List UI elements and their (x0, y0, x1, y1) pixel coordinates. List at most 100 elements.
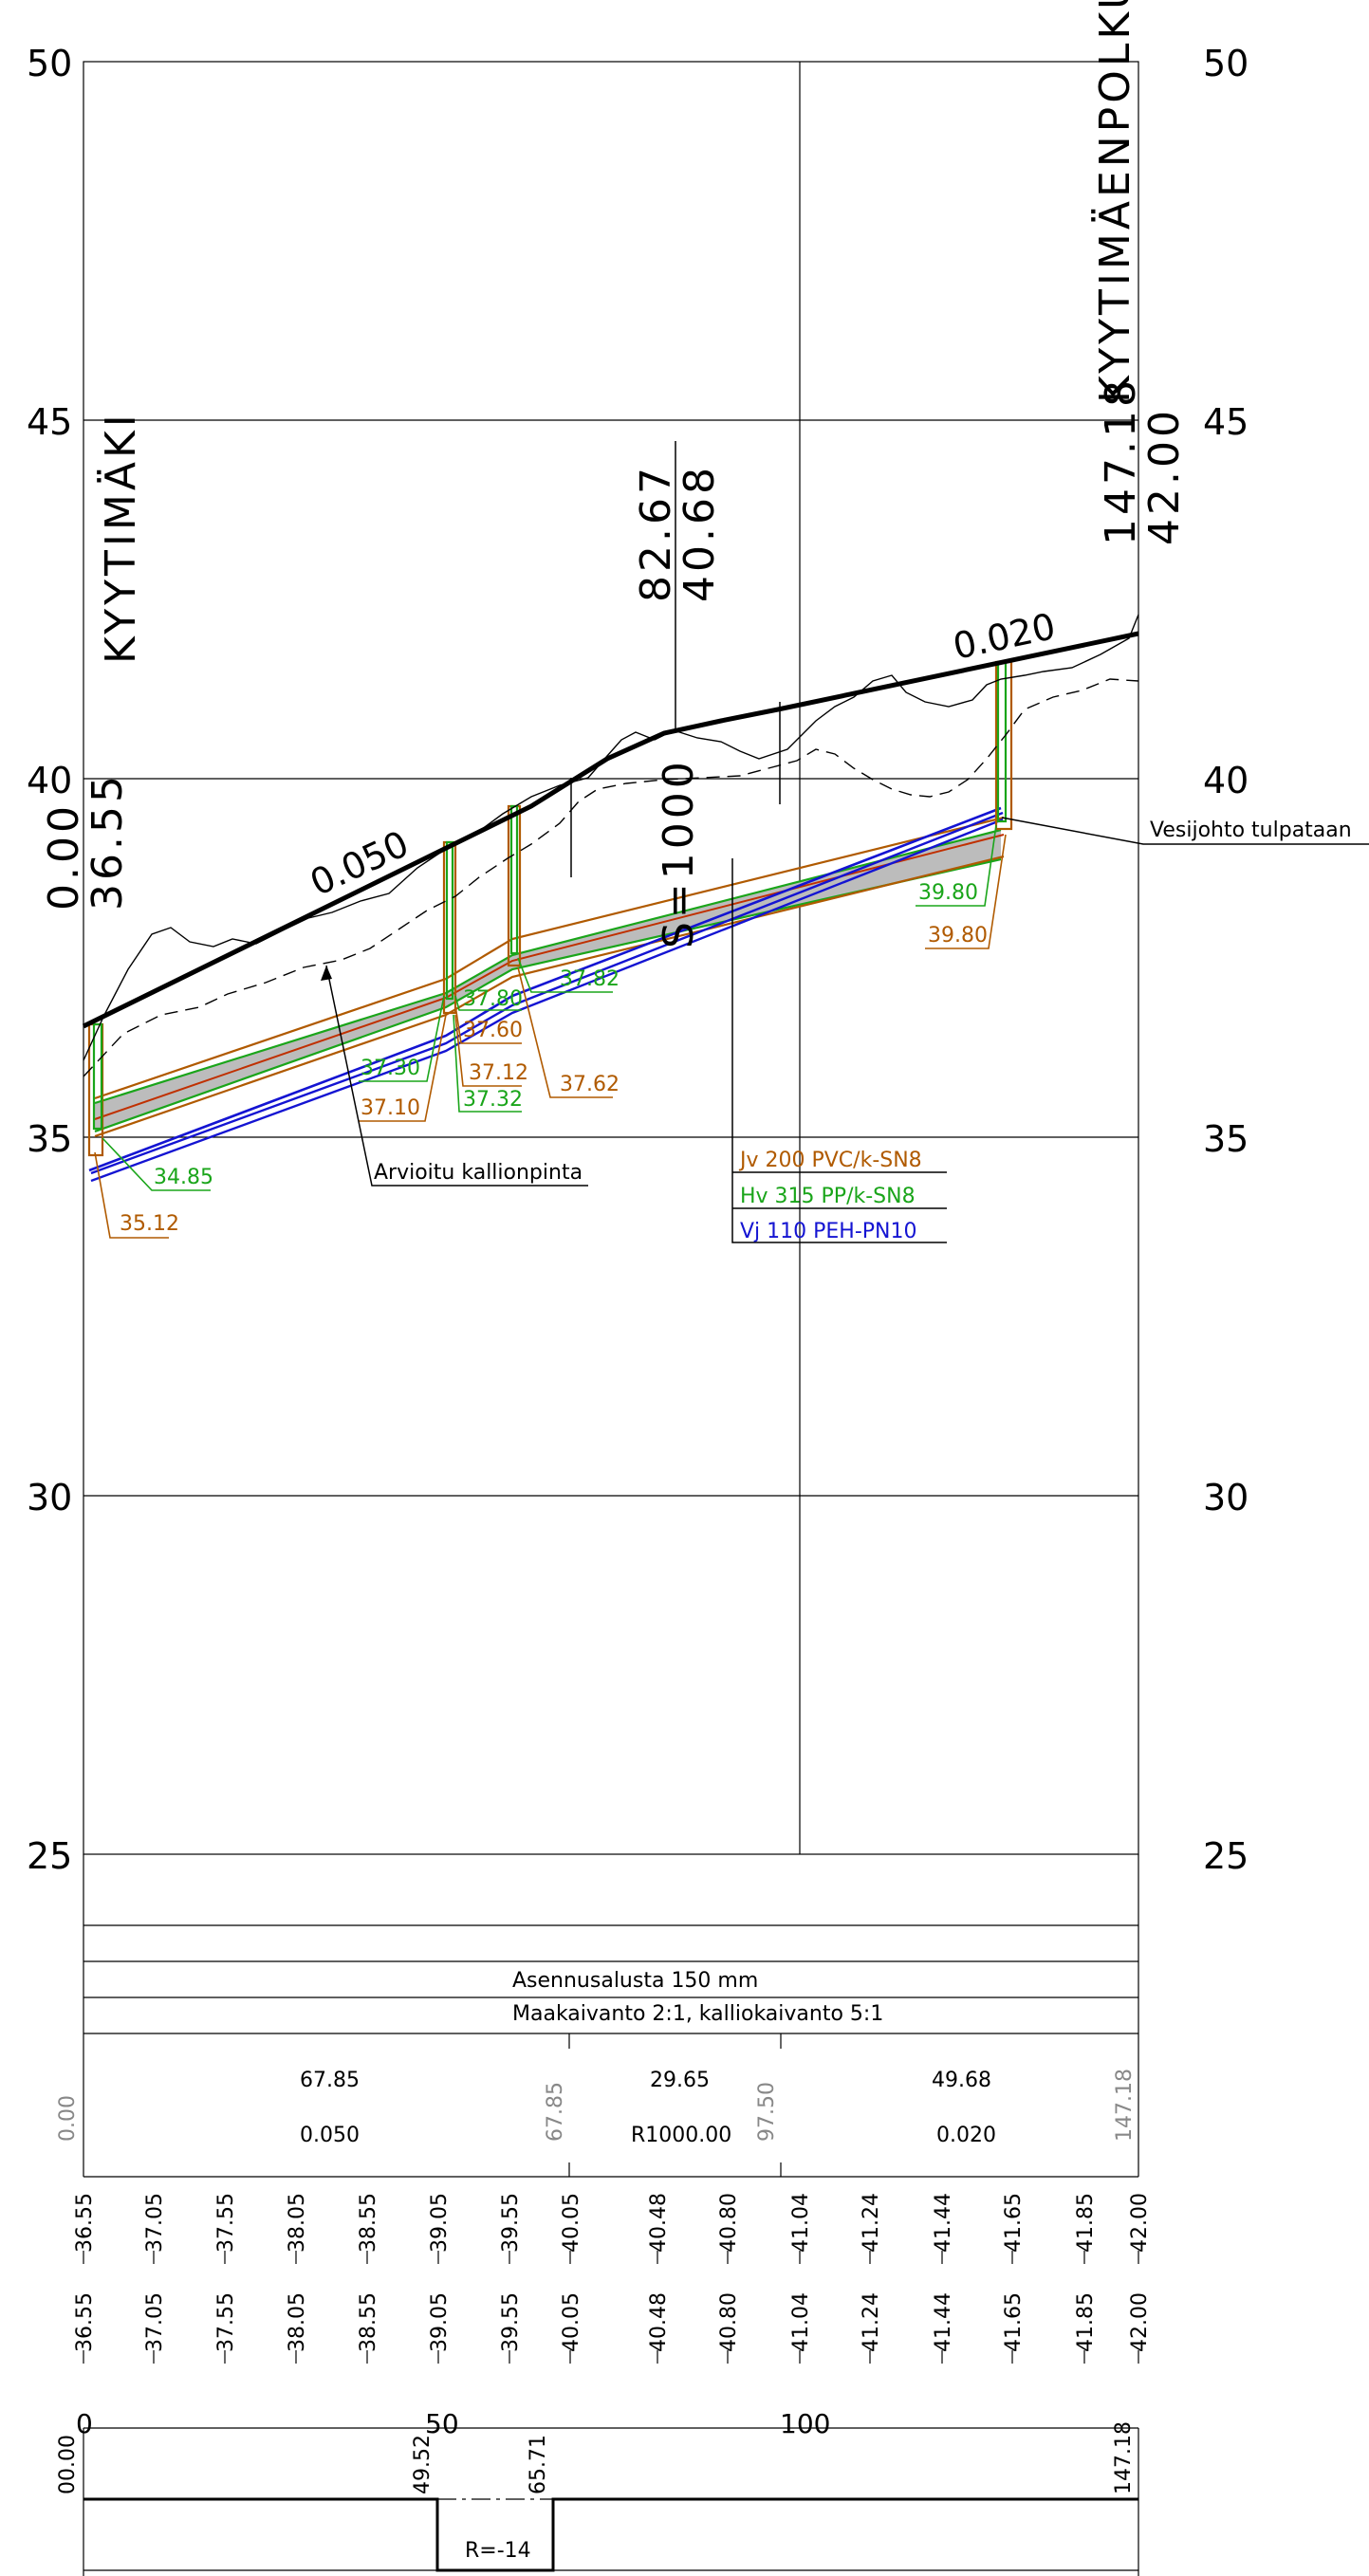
rock-arrow-head (321, 966, 332, 981)
start-level: 36.55 (83, 772, 132, 911)
level-mid1-green-c: 37.32 (463, 1088, 523, 1112)
elevation-axis: 50 45 40 35 30 25 50 45 40 35 30 25 (27, 43, 1249, 1877)
level-row2-14: 41.85 (1074, 2292, 1098, 2352)
level-row2-3: 38.05 (286, 2292, 309, 2352)
level-row2-13: 41.65 (1002, 2292, 1026, 2352)
jv-pipe-center (94, 834, 1005, 1120)
segment-3-length: 49.68 (932, 2069, 991, 2092)
level-row2-8: 40.48 (647, 2292, 671, 2352)
start-station: 0.00 (40, 802, 88, 911)
mark-1: 67.85 (544, 2082, 567, 2142)
mark-0: 0.00 (56, 2095, 80, 2142)
elev-label-35-right: 35 (1203, 1118, 1249, 1160)
elev-label-35-left: 35 (27, 1118, 72, 1160)
riser-end-green (996, 660, 1008, 823)
breakpoint-radius: S=1000 (655, 758, 703, 948)
level-row2-1: 37.05 (143, 2292, 167, 2352)
elev-label-45-right: 45 (1203, 401, 1249, 443)
elev-label-50-right: 50 (1203, 43, 1249, 84)
breakpoint-level: 40.68 (675, 464, 724, 602)
segment-1-grade: 0.050 (300, 2124, 360, 2147)
level-mid1-green-b: 37.80 (463, 987, 523, 1011)
level-row1-4: 38.55 (357, 2193, 380, 2253)
level-row2-10: 41.04 (789, 2292, 813, 2352)
end-station: 147.18 (1097, 377, 1145, 545)
curv-mark-2: 65.71 (527, 2435, 550, 2494)
level-row2-9: 40.80 (717, 2292, 741, 2352)
elev-label-30-right: 30 (1203, 1477, 1249, 1518)
annotation-water-end: Vesijohto tulpataan (1150, 819, 1352, 842)
hv-pipe-fill (95, 830, 1001, 1132)
level-start-green: 34.85 (154, 1166, 213, 1189)
level-mid1-green-a: 37.30 (361, 1057, 420, 1080)
elev-label-30-left: 30 (27, 1477, 72, 1518)
legend-vj: Vj 110 PEH-PN10 (740, 1220, 917, 1243)
vj-pipe-upper (88, 806, 1002, 1172)
level-row2-11: 41.24 (860, 2292, 883, 2352)
level-row1-14: 41.85 (1074, 2193, 1098, 2253)
level-row1-2: 37.55 (214, 2193, 238, 2253)
level-mid2-brown: 37.62 (560, 1073, 620, 1096)
vj-pipe-top (91, 809, 1001, 1170)
level-mid2-green: 37.82 (560, 967, 620, 991)
breakpoint-station: 82.67 (632, 464, 680, 602)
level-leaders (94, 824, 1007, 1239)
mark-3: 147.18 (1113, 2069, 1137, 2142)
segment-2-length: 29.65 (650, 2069, 710, 2092)
curv-mark-3: 147.18 (1112, 2421, 1136, 2494)
level-row2-0: 36.55 (73, 2292, 97, 2352)
level-mid1-brown-c: 37.12 (469, 1061, 528, 1085)
level-row1-7: 40.05 (560, 2193, 583, 2253)
hv-pipe-top (94, 828, 1002, 1105)
level-row2-5: 39.05 (428, 2292, 452, 2352)
end-name: KYYTIMÄENPOLKU (1090, 0, 1139, 403)
terrain-line-dashed (83, 678, 1139, 1077)
level-start-brown: 35.12 (120, 1212, 179, 1236)
station-tick-100: 100 (780, 2408, 830, 2439)
riser-mid2-green (509, 804, 519, 955)
level-row1-10: 41.04 (789, 2193, 813, 2253)
level-end-green: 39.80 (918, 881, 978, 905)
elev-label-40-left: 40 (27, 760, 72, 801)
table-row-excavation: Maakaivanto 2:1, kalliokaivanto 5:1 (512, 2002, 883, 2026)
curv-radius: R=-14 (465, 2539, 531, 2563)
curvature-band (83, 2428, 1139, 2576)
level-row2-4: 38.55 (357, 2292, 380, 2352)
level-row1-1: 37.05 (143, 2193, 167, 2253)
level-mid1-brown-b: 37.60 (463, 1019, 523, 1042)
annotation-leaders (325, 817, 1369, 1243)
level-mid1-brown-a: 37.10 (361, 1096, 420, 1120)
legend-jv: Jv 200 PVC/k-SN8 (738, 1149, 922, 1172)
level-row2-15: 42.00 (1128, 2292, 1152, 2352)
design-road-line (82, 631, 1139, 1029)
elev-label-40-right: 40 (1203, 760, 1249, 801)
segment-3-grade: 0.020 (936, 2124, 996, 2147)
vj-blue-main (90, 811, 1004, 1175)
hv-pipe-bottom (94, 857, 1002, 1133)
vj-blue-lower (90, 818, 1004, 1183)
grid (83, 61, 1139, 1855)
level-row1-5: 39.05 (428, 2193, 452, 2253)
level-row2-2: 37.55 (214, 2292, 238, 2352)
level-row1-11: 41.24 (860, 2193, 883, 2253)
level-row1-8: 40.48 (647, 2193, 671, 2253)
level-end-brown: 39.80 (928, 924, 988, 948)
level-row2-7: 40.05 (560, 2292, 583, 2352)
level-rows: 36.55 37.05 37.55 38.05 38.55 39.05 39.55 40.05… (73, 2193, 1152, 2364)
level-row1-13: 41.65 (1002, 2193, 1026, 2253)
slope-second: 0.020 (950, 605, 1060, 668)
elev-label-50-left: 50 (27, 43, 72, 84)
segment-1-length: 67.85 (300, 2069, 360, 2092)
end-level: 42.00 (1140, 407, 1189, 545)
start-name: KYYTIMÄKI (96, 411, 145, 664)
level-row2-6: 39.55 (499, 2292, 523, 2352)
data-table (83, 1854, 1139, 2178)
curv-mark-1: 49.52 (411, 2435, 435, 2494)
level-row1-15: 42.00 (1128, 2193, 1152, 2253)
annotation-rock: Arvioitu kallionpinta (374, 1161, 583, 1185)
riser-mid1-green (445, 840, 454, 1001)
elev-label-25-left: 25 (27, 1835, 72, 1877)
elev-label-25-right: 25 (1203, 1835, 1249, 1877)
level-row1-0: 36.55 (73, 2193, 97, 2253)
